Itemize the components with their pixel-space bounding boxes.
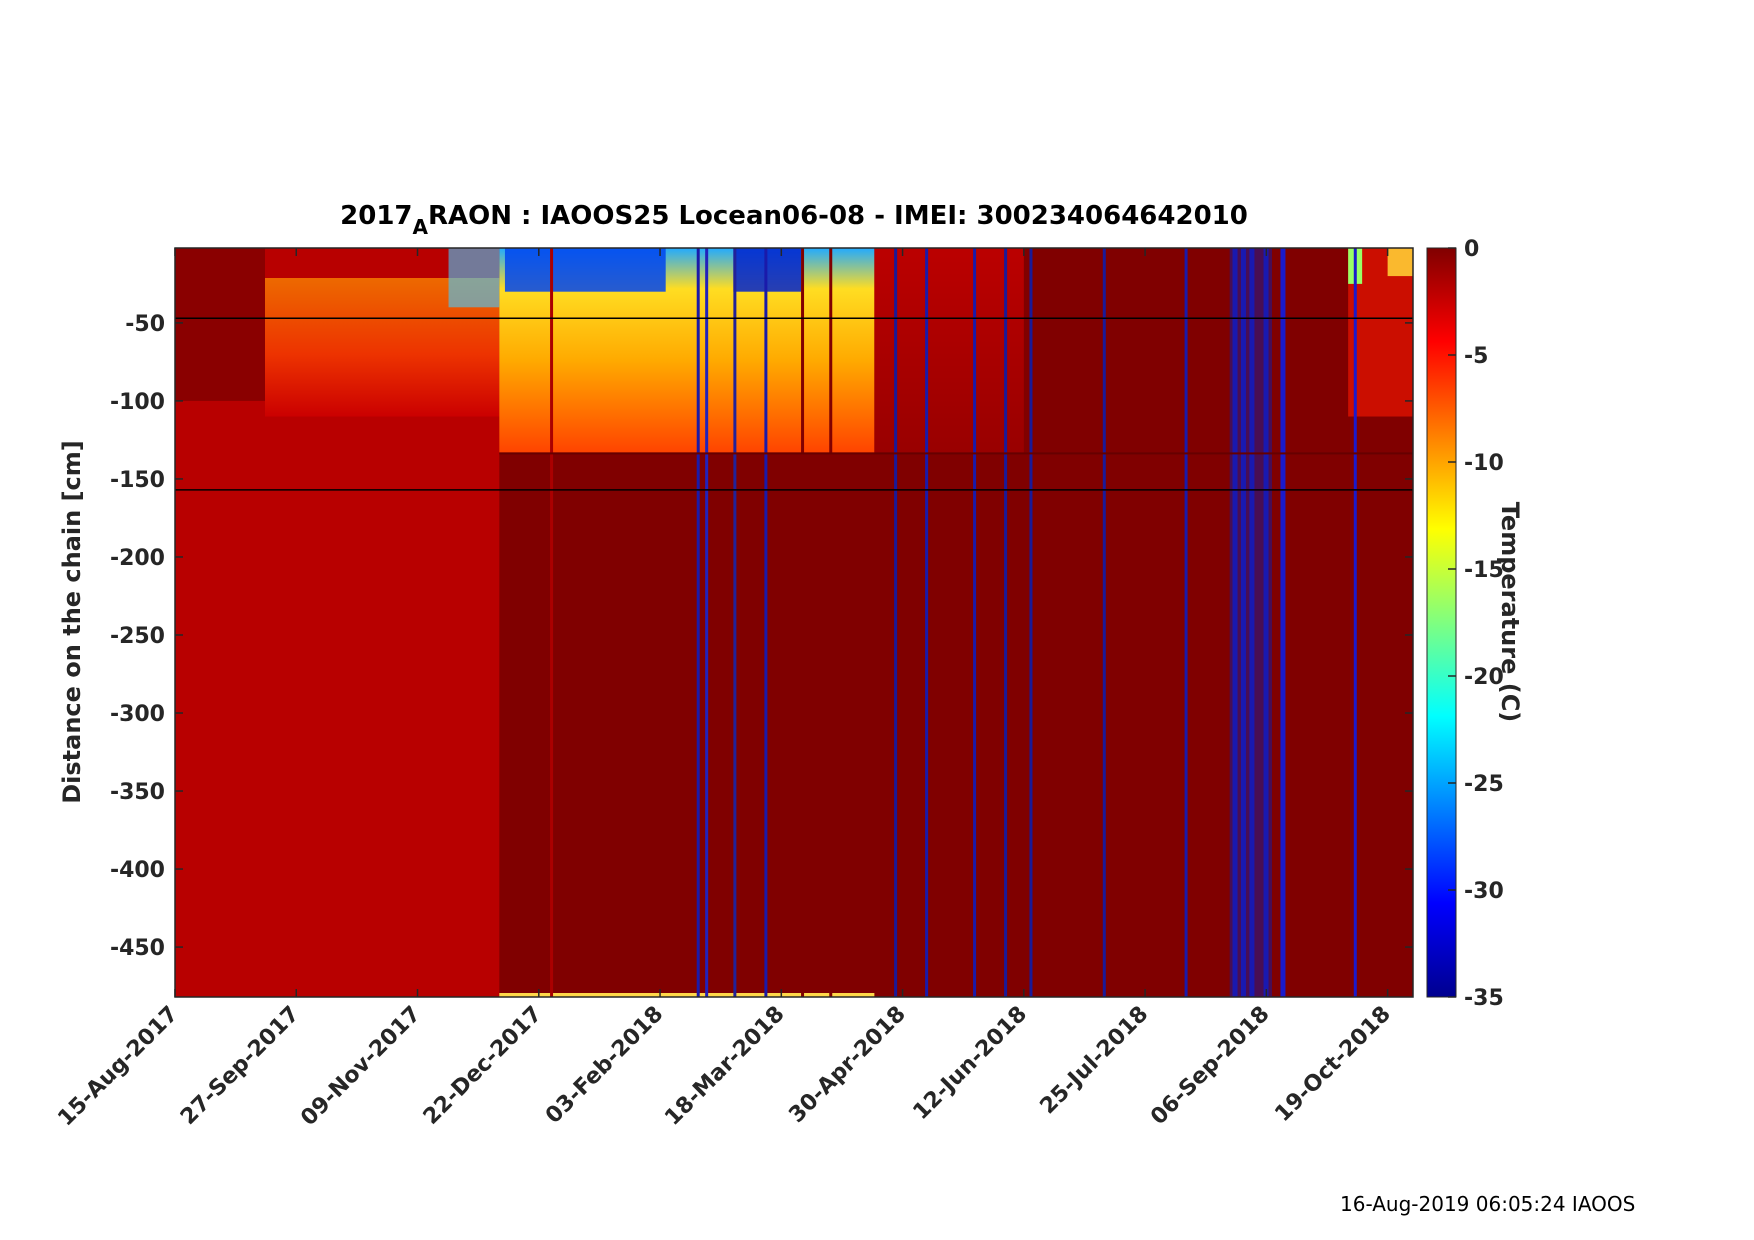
colorbar-gradient <box>1426 247 1457 998</box>
event-stripe <box>829 248 833 997</box>
x-tick-label: 03-Feb-2018 <box>541 1002 668 1129</box>
x-tick-label: 06-Sep-2018 <box>1146 1002 1274 1130</box>
plot-frame <box>174 247 1414 998</box>
y-axis-label: Distance on the chain [cm] <box>58 440 86 804</box>
x-tick-label: 09-Nov-2017 <box>296 1002 425 1131</box>
colorbar-tick-label: -25 <box>1464 772 1504 797</box>
event-stripe <box>733 248 737 997</box>
event-stripe <box>550 248 554 997</box>
event-band-september <box>1229 248 1272 997</box>
colorbar-tick-label: -20 <box>1464 665 1504 690</box>
heat-region-late-surface <box>1387 248 1413 277</box>
event-stripe <box>894 248 898 997</box>
event-stripe <box>1280 248 1286 997</box>
colorbar-tick-label: -5 <box>1464 344 1488 369</box>
x-tick-label: 12-Jun-2018 <box>909 1002 1032 1125</box>
plot-area <box>175 248 1413 997</box>
x-tick-label: 19-Oct-2018 <box>1270 1002 1395 1127</box>
colorbar-tick-label: 0 <box>1464 237 1479 262</box>
colorbar-tick-label: -35 <box>1464 986 1504 1011</box>
event-stripe <box>1353 248 1357 997</box>
y-tick-label: -400 <box>110 858 165 883</box>
event-stripe <box>1029 248 1033 997</box>
heat-region-early-winter-surface <box>448 248 500 308</box>
colorbar-tick-label: -30 <box>1464 879 1504 904</box>
x-tick-label: 18-Mar-2018 <box>660 1002 789 1131</box>
event-stripe <box>801 248 805 997</box>
footer-timestamp: 16-Aug-2019 06:05:24 IAOOS <box>1340 1192 1636 1216</box>
x-tick-label: 15-Aug-2017 <box>53 1002 183 1132</box>
x-tick-label: 25-Jul-2018 <box>1036 1002 1154 1120</box>
chart-title: 2017ARAON : IAOOS25 Locean06-08 - IMEI: … <box>340 201 1248 239</box>
y-tick-label: -200 <box>110 546 165 571</box>
x-tick-label: 30-Apr-2018 <box>784 1002 910 1128</box>
event-stripe <box>1004 248 1008 997</box>
colorbar-tick-label: -10 <box>1464 451 1504 476</box>
y-tick-label: -150 <box>110 468 165 493</box>
event-stripe <box>764 248 768 997</box>
event-stripe <box>705 248 709 997</box>
colorbar-tick-label: -15 <box>1464 558 1504 583</box>
event-stripe <box>973 248 977 997</box>
event-stripe <box>696 248 700 997</box>
heat-region-deep-cold-surface <box>504 248 666 292</box>
heat-region-bottom-sensor <box>499 993 875 997</box>
y-tick-label: -350 <box>110 780 165 805</box>
y-axis: -50 -100 -150 -200 -250 -300 -350 -400 -450 <box>110 312 1413 961</box>
x-tick-label: 22-Dec-2017 <box>419 1002 547 1130</box>
warm-event-stripes <box>499 248 1413 997</box>
event-stripe <box>925 248 929 997</box>
colorbar-label: Temperature (C) <box>1496 502 1524 723</box>
colorbar-ticks: 0 -5 -10 -15 -20 -25 -30 -35 <box>1448 237 1504 1011</box>
y-tick-label: -250 <box>110 624 165 649</box>
y-tick-label: -50 <box>125 312 165 337</box>
event-stripe <box>1102 248 1106 997</box>
y-tick-label: -450 <box>110 936 165 961</box>
event-stripe <box>1184 248 1188 997</box>
heat-region-spring-warming <box>874 248 1024 453</box>
reference-lines <box>175 317 1413 491</box>
colorbar: 0 -5 -10 -15 -20 -25 -30 -35 Temperature (C) <box>1426 237 1524 1011</box>
interface-edge <box>499 452 1413 455</box>
heat-region-early-top <box>175 248 265 401</box>
y-tick-label: -100 <box>110 390 165 415</box>
y-tick-label: -300 <box>110 702 165 727</box>
x-tick-label: 27-Sep-2017 <box>176 1002 304 1130</box>
